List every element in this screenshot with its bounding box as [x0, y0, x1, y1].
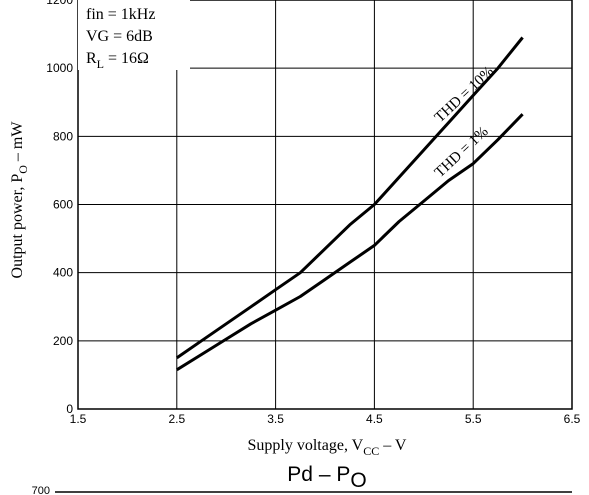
condition-rl-sub: L [97, 57, 104, 71]
conditions-box: fin = 1kHz VG = 6dB RL = 16Ω [78, 0, 190, 71]
condition-rl: RL = 16Ω [86, 50, 149, 71]
second-chart-title-main: Pd – P [287, 463, 350, 486]
y-axis-label-suffix: – mW [9, 121, 26, 165]
x-tick-label: 1.5 [70, 412, 87, 426]
condition-vg: VG = 6dB [86, 28, 153, 45]
plot-border [77, 0, 573, 410]
series-line-thd-1 [176, 113, 524, 372]
condition-rl-main: R [86, 50, 97, 67]
y-tick-label: 400 [53, 266, 73, 280]
y-tick-label: 0 [66, 402, 73, 416]
y-tick-label: 200 [53, 334, 73, 348]
conditions-background [78, 0, 190, 70]
grid-lines [78, 0, 572, 409]
x-tick-label: 2.5 [168, 412, 185, 426]
x-tick-label: 3.5 [267, 412, 284, 426]
tick-labels: 1.5 2.5 3.5 4.5 5.5 6.5 0 200 400 600 800 1000 1200 [46, 0, 580, 426]
second-chart-title: Pd – PO [287, 463, 366, 492]
plot-frame [77, 0, 573, 410]
second-chart-title-sub: O [350, 469, 366, 492]
x-tick-label: 5.5 [465, 412, 482, 426]
data-curves [175, 36, 524, 372]
condition-rl-suffix: = 16Ω [104, 50, 149, 67]
x-axis-label-suffix: – V [379, 437, 407, 454]
y-tick-label: 1000 [46, 61, 73, 75]
y-tick-label: 1200 [46, 0, 73, 7]
x-axis-label: Supply voltage, VCC – V [248, 437, 407, 458]
x-axis-label-main: Supply voltage, V [248, 437, 364, 454]
second-chart-y-top-label: 700 [32, 485, 50, 495]
y-axis-label: Output power, PO – mW [9, 121, 30, 279]
series-line-thd-10 [175, 36, 524, 360]
y-tick-label: 800 [53, 129, 73, 143]
x-axis-label-sub: CC [363, 444, 379, 458]
condition-fin: fin = 1kHz [86, 6, 155, 23]
y-tick-label: 600 [53, 198, 73, 212]
x-tick-label: 6.5 [564, 412, 581, 426]
y-axis-label-sub: O [16, 165, 30, 174]
y-axis-label-main: Output power, P [9, 174, 26, 279]
x-tick-label: 4.5 [366, 412, 383, 426]
